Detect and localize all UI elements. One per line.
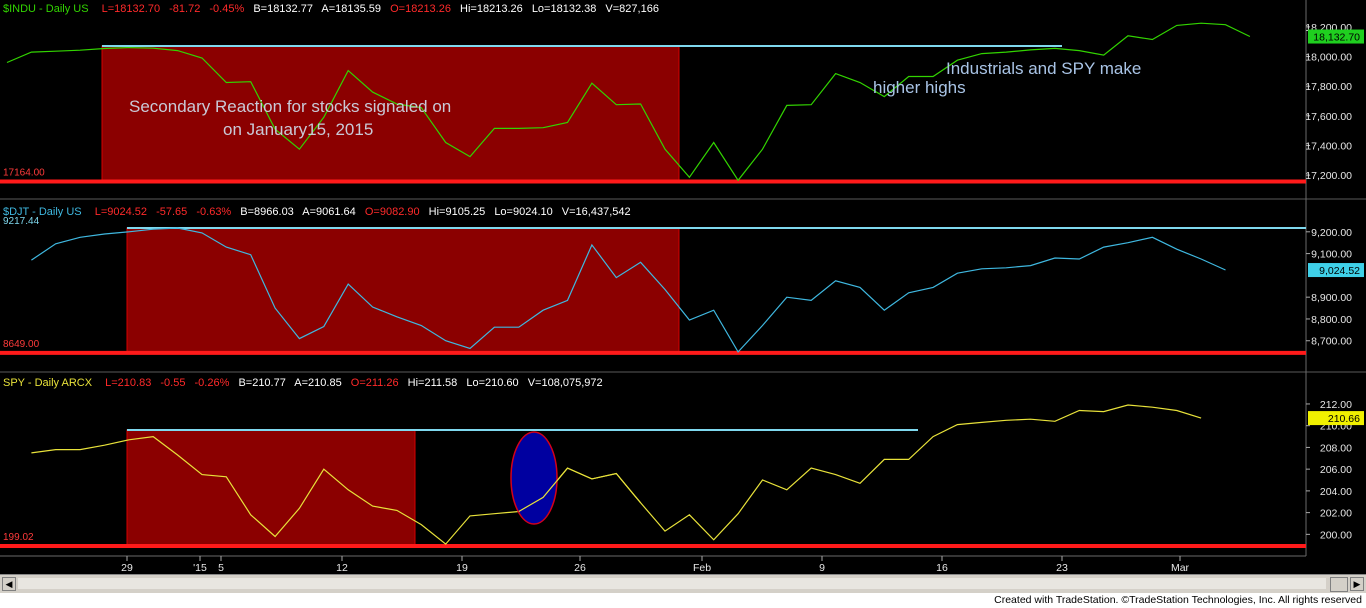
scroll-track[interactable]: [18, 578, 1326, 589]
scroll-thumb[interactable]: [1330, 577, 1348, 592]
spy-last-badge: [1308, 411, 1364, 426]
x-tick-label: 23: [1056, 562, 1068, 574]
indu-last: L=18132.70: [101, 3, 161, 15]
djt-last: L=9024.52: [94, 206, 148, 218]
annotation-text: Secondary Reaction for stocks signaled o…: [129, 97, 451, 116]
djt-reaction-region: [126, 227, 680, 353]
djt-change: -57.65: [156, 206, 188, 218]
spy-highlight-ellipse: [510, 431, 558, 525]
spy-low-label: 199.02: [3, 532, 34, 543]
spy-open: O=211.26: [350, 377, 399, 389]
indu-y-tick-label: 17,800.00: [1305, 81, 1352, 93]
horizontal-scrollbar[interactable]: ◀ ▶: [0, 574, 1366, 593]
indu-pane: 18,200.0018,000.0017,800.0017,600.0017,4…: [0, 22, 1364, 184]
indu-y-tick-label: 17,600.00: [1305, 111, 1352, 123]
indu-last-badge: [1308, 29, 1364, 44]
x-tick-label: 16: [936, 562, 948, 574]
annotation-text: on January15, 2015: [223, 120, 373, 139]
indu-low: Lo=18132.38: [531, 3, 597, 15]
x-tick-label: 26: [574, 562, 586, 574]
chart-stage: 18,200.0018,000.0017,800.0017,600.0017,4…: [0, 0, 1366, 574]
indu-pct: -0.45%: [209, 3, 245, 15]
indu-reaction-region: [101, 45, 680, 181]
footer-credit: Created with TradeStation. ©TradeStation…: [994, 594, 1362, 606]
spy-ask: A=210.85: [294, 377, 342, 389]
indu-ask: A=18135.59: [321, 3, 382, 15]
x-tick-label: 12: [336, 562, 348, 574]
djt-last-badge: [1308, 263, 1364, 278]
djt-volume: V=16,437,542: [561, 206, 631, 218]
spy-last: L=210.83: [105, 377, 152, 389]
djt-open: O=9082.90: [364, 206, 420, 218]
spy-change: -0.55: [160, 377, 186, 389]
djt-pane: 9,200.00 9,100.00 8,900.00 8,800.00 8,700.00…: [0, 216, 1364, 355]
indu-last-badge-label: 18,132.70: [1313, 32, 1360, 44]
spy-symbol: SPY - Daily ARCX: [3, 377, 93, 389]
djt-symbol: $DJT - Daily US: [3, 206, 82, 218]
indu-low-label: 17164.00: [3, 167, 45, 178]
indu-y-tick-label: 17,400.00: [1305, 140, 1352, 152]
indu-open: O=18213.26: [390, 3, 451, 15]
x-tick-label: Feb: [693, 562, 711, 574]
spy-bid: B=210.77: [238, 377, 286, 389]
djt-ask: A=9061.64: [302, 206, 356, 218]
spy-header: SPY - Daily ARCX L=210.83 -0.55 -0.26% B…: [3, 377, 609, 389]
spy-y-tick-label: 208.00: [1320, 442, 1352, 454]
indu-symbol: $INDU - Daily US: [3, 3, 89, 15]
spy-low: Lo=210.60: [466, 377, 519, 389]
spy-y-tick-label: 200.00: [1320, 529, 1352, 541]
indu-y-tick-label: 18,000.00: [1305, 52, 1352, 64]
footer-bar: Created with TradeStation. ©TradeStation…: [0, 593, 1366, 608]
djt-header: $DJT - Daily US L=9024.52 -57.65 -0.63% …: [3, 206, 637, 218]
x-tick-label: '15: [193, 562, 207, 574]
djt-price-line: [31, 227, 1226, 353]
djt-low: Lo=9024.10: [494, 206, 553, 218]
spy-pct: -0.26%: [194, 377, 230, 389]
spy-reaction-region: [126, 429, 416, 546]
spy-y-tick-label: 202.00: [1320, 508, 1352, 520]
djt-low-label: 8649.00: [3, 339, 40, 350]
djt-bid: B=8966.03: [240, 206, 294, 218]
indu-volume: V=827,166: [605, 3, 659, 15]
spy-y-tick-label: 206.00: [1320, 464, 1352, 476]
djt-y-tick-label: 9,100.00: [1311, 249, 1352, 261]
indu-high: Hi=18213.26: [460, 3, 523, 15]
spy-y-tick-label: 212.00: [1320, 399, 1352, 411]
spy-last-badge-label: 210.66: [1328, 413, 1360, 425]
spy-y-tick-label: 204.00: [1320, 486, 1352, 498]
djt-last-badge-label: 9,024.52: [1319, 265, 1360, 277]
x-tick-label: 9: [819, 562, 825, 574]
scroll-left-arrow-icon[interactable]: ◀: [2, 577, 16, 591]
djt-y-tick-label: 8,700.00: [1311, 336, 1352, 348]
x-tick-label: Mar: [1171, 562, 1190, 574]
scroll-right-arrow-icon[interactable]: ▶: [1350, 577, 1364, 591]
indu-y-tick-label: 17,200.00: [1305, 170, 1352, 182]
annotation-text: higher highs: [873, 78, 966, 97]
djt-y-tick-label: 9,200.00: [1311, 227, 1352, 239]
djt-y-tick-label: 8,900.00: [1311, 292, 1352, 304]
indu-header: $INDU - Daily US L=18132.70 -81.72 -0.45…: [3, 3, 665, 15]
spy-volume: V=108,075,972: [527, 377, 603, 389]
djt-pct: -0.63%: [196, 206, 232, 218]
annotation-text: Industrials and SPY make: [946, 59, 1141, 78]
spy-pane: 212.00210.00208.00206.00204.00202.00200.…: [0, 399, 1364, 548]
spy-high: Hi=211.58: [407, 377, 458, 389]
x-tick-label: 29: [121, 562, 133, 574]
indu-price-line: [6, 22, 1251, 182]
indu-change: -81.72: [169, 3, 201, 15]
x-tick-label: 19: [456, 562, 468, 574]
djt-high-label: 9217.44: [3, 216, 40, 227]
spy-price-line-highlight: [518, 467, 642, 513]
djt-high: Hi=9105.25: [428, 206, 486, 218]
x-tick-label: 5: [218, 562, 224, 574]
djt-y-tick-label: 8,800.00: [1311, 314, 1352, 326]
indu-bid: B=18132.77: [253, 3, 313, 15]
